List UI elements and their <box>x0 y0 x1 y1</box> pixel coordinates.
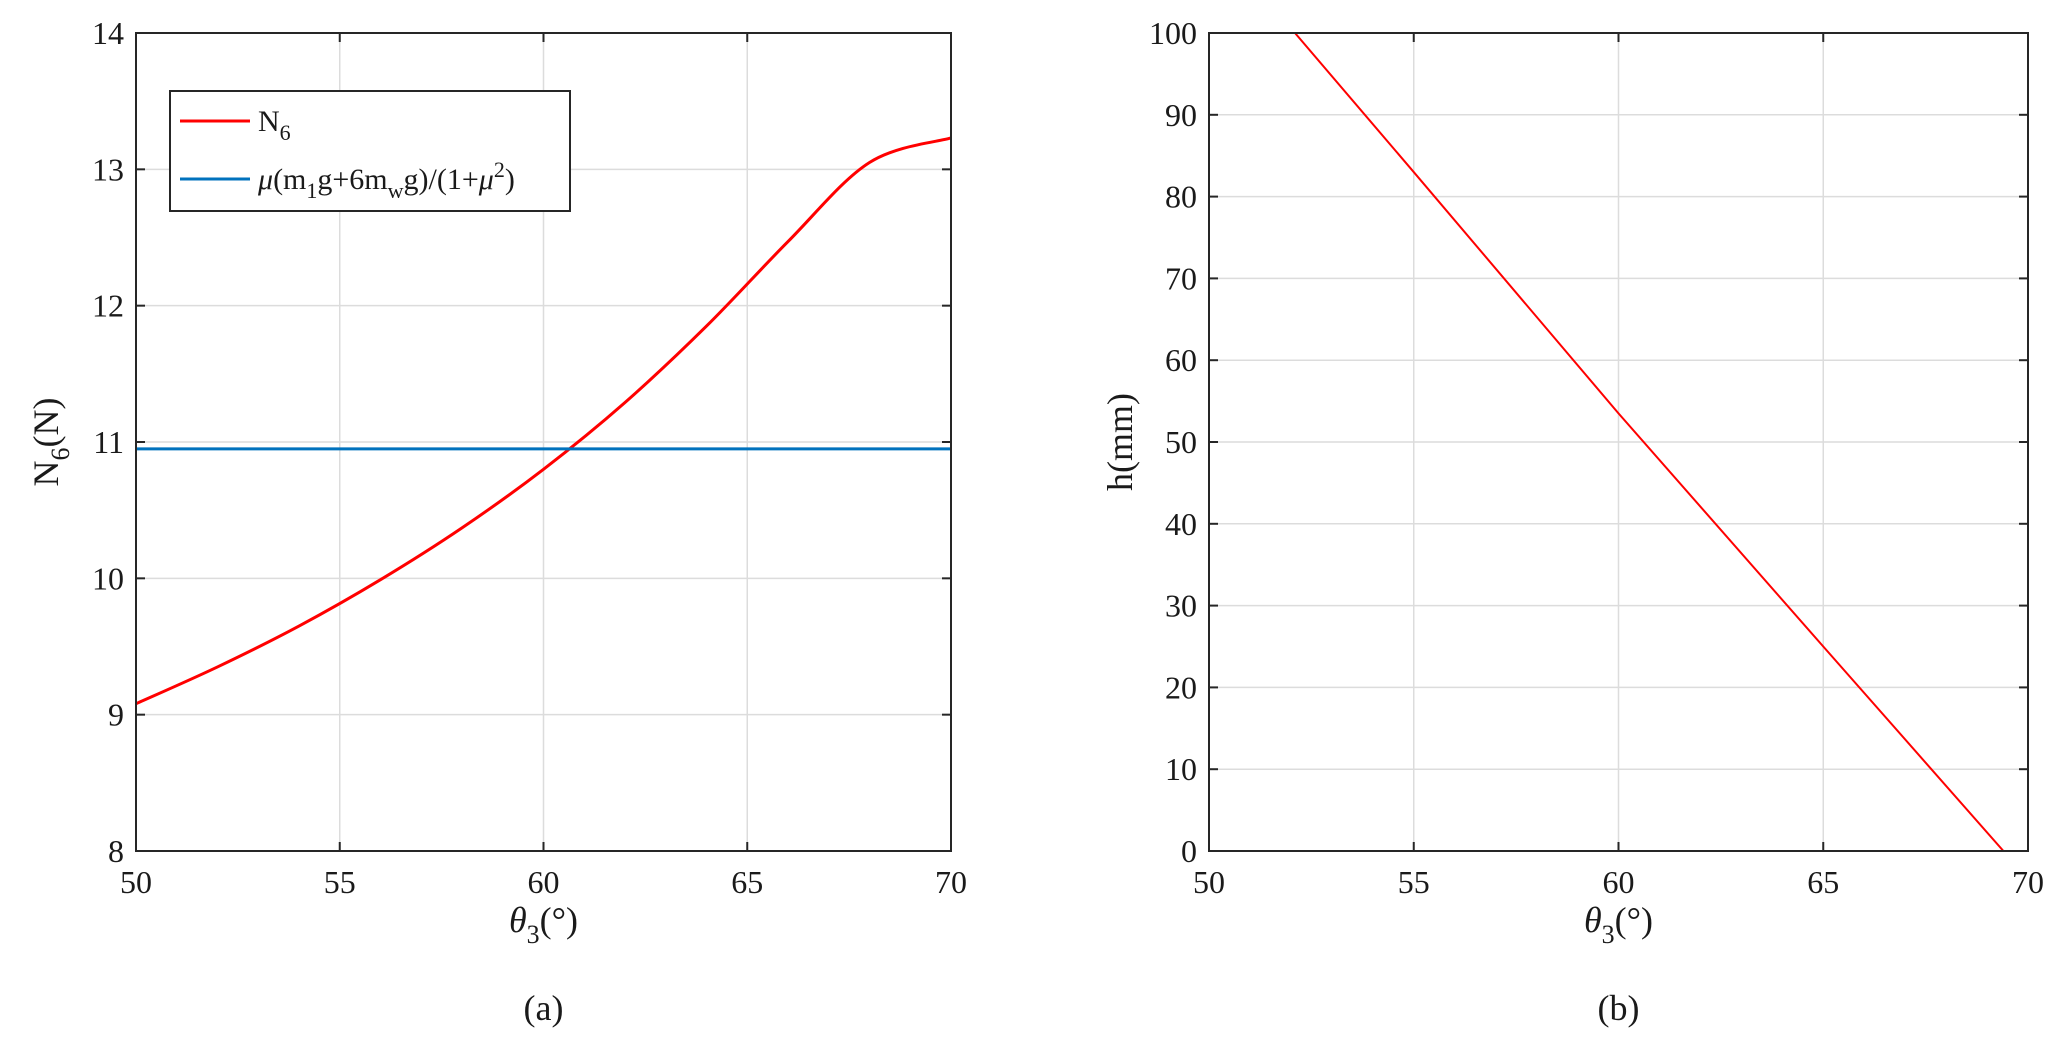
x-tick-label: 55 <box>1398 864 1430 900</box>
y-tick-label: 10 <box>1165 751 1197 787</box>
y-tick-label: 13 <box>92 151 124 187</box>
x-axis-label: θ3(°) <box>509 900 578 949</box>
y-tick-label: 90 <box>1165 97 1197 133</box>
y-tick-label: 30 <box>1165 588 1197 624</box>
y-tick-label: 40 <box>1165 506 1197 542</box>
chart-panel-a: 50 55 60 65 70 8 9 10 11 12 13 14 θ3(°) N6(N) (a) N6 μ(m… <box>26 15 967 1028</box>
x-tick-label: 55 <box>324 864 356 900</box>
x-tick-label: 50 <box>1193 864 1225 900</box>
legend: N6 μ(m1g+6mwg)/(1+μ2) <box>169 90 571 212</box>
y-tick-label: 70 <box>1165 260 1197 296</box>
series-line-0 <box>136 136 951 706</box>
y-tick-label: 80 <box>1165 179 1197 215</box>
y-tick-label: 10 <box>92 560 124 596</box>
y-tick-label: 0 <box>1181 833 1197 869</box>
x-tick-label: 60 <box>528 864 560 900</box>
panel-label: (b) <box>1598 988 1640 1028</box>
y-tick-label: 20 <box>1165 669 1197 705</box>
series-group <box>136 136 951 706</box>
legend-label-1: μ(m1g+6mwg)/(1+μ2) <box>257 157 515 203</box>
x-axis-label: θ3(°) <box>1584 900 1653 949</box>
x-tick-label: 60 <box>1603 864 1635 900</box>
y-tick-label: 11 <box>93 424 124 460</box>
series-line-0 <box>1294 33 2005 851</box>
y-tick-label: 9 <box>108 697 124 733</box>
x-tick-label: 65 <box>731 864 763 900</box>
y-tick-label: 60 <box>1165 342 1197 378</box>
x-tick-label: 70 <box>2012 864 2044 900</box>
x-tick-label: 70 <box>935 864 967 900</box>
y-tick-label: 50 <box>1165 424 1197 460</box>
y-axis-label: h(mm) <box>1100 393 1140 491</box>
y-tick-label: 12 <box>92 288 124 324</box>
series-group <box>1294 33 2005 851</box>
legend-box <box>169 90 571 212</box>
y-tick-label: 100 <box>1149 15 1197 51</box>
x-tick-label: 50 <box>120 864 152 900</box>
legend-label-0: N6 <box>258 105 291 145</box>
panel-label: (a) <box>524 988 564 1028</box>
y-tick-label: 14 <box>92 15 124 51</box>
y-axis-label: N6(N) <box>26 398 75 487</box>
x-tick-label: 65 <box>1807 864 1839 900</box>
y-tick-label: 8 <box>108 833 124 869</box>
chart-panel-b: 50 55 60 65 70 0 10 20 30 40 50 60 70 80 90 100 θ3(°) h(m… <box>1100 15 2044 1028</box>
